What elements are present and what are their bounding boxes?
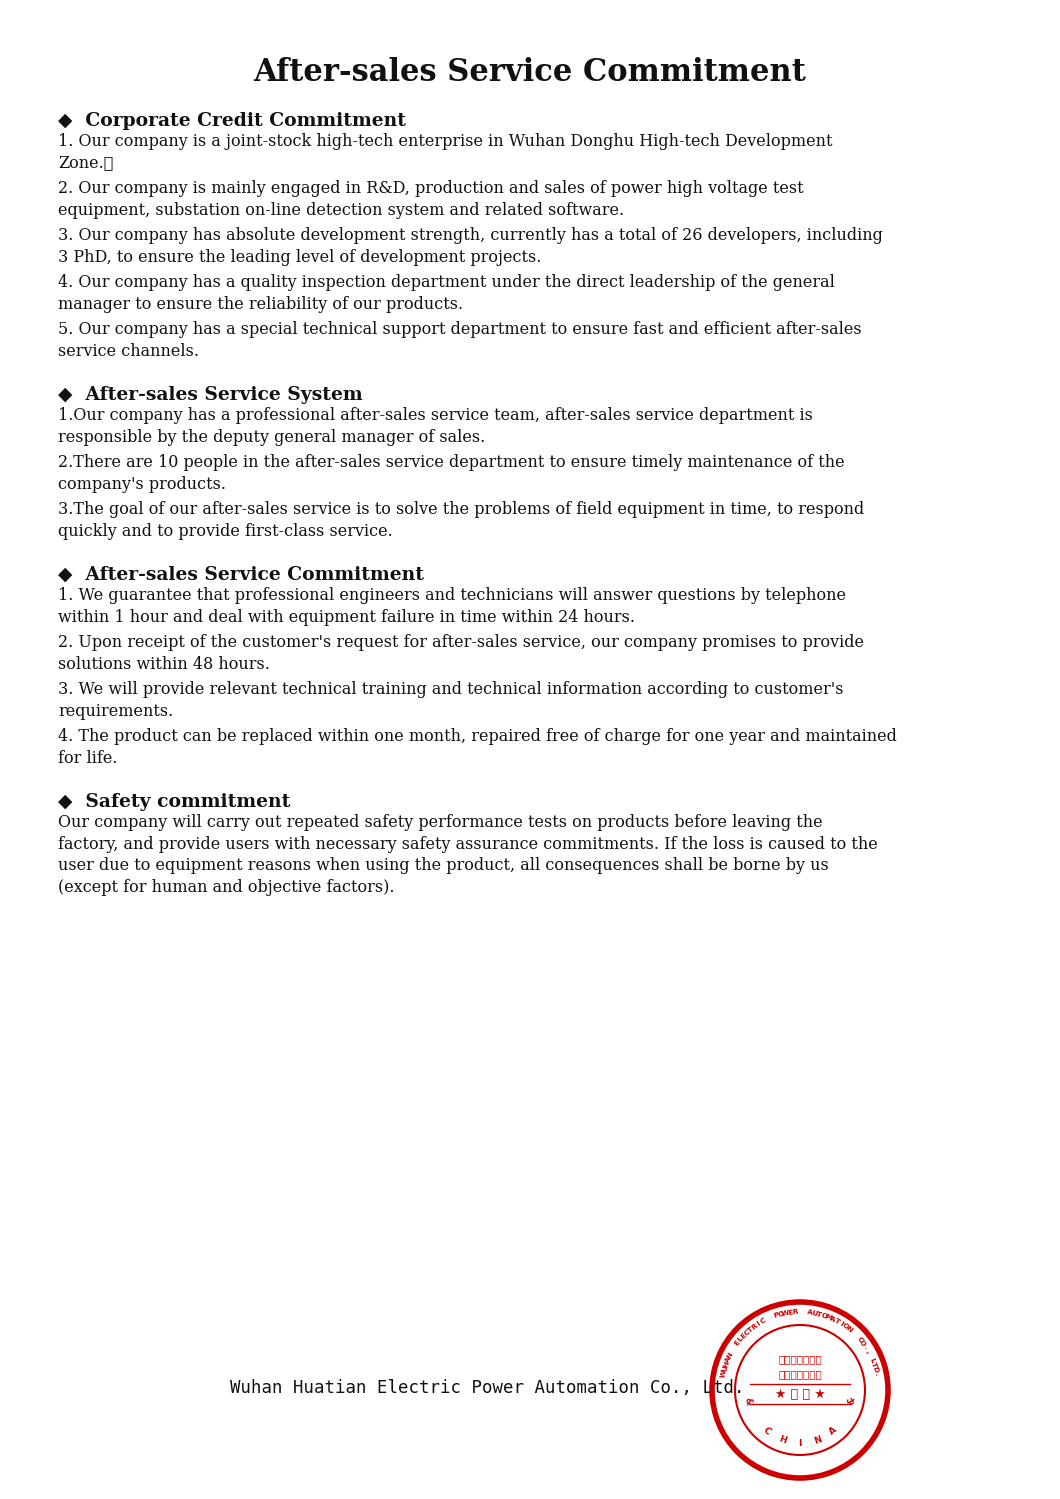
Text: Wuhan Huatian Electric Power Automation Co., Ltd.: Wuhan Huatian Electric Power Automation …	[230, 1379, 744, 1397]
Text: U: U	[721, 1366, 728, 1373]
Text: N: N	[845, 1325, 853, 1334]
Text: user due to equipment reasons when using the product, all consequences shall be : user due to equipment reasons when using…	[58, 857, 829, 874]
Text: After-sales Service Commitment: After-sales Service Commitment	[253, 57, 807, 87]
Text: company's products.: company's products.	[58, 475, 226, 493]
Text: 1.Our company has a professional after-sales service team, after-sales service d: 1.Our company has a professional after-s…	[58, 408, 813, 424]
Text: L: L	[737, 1336, 744, 1343]
Text: (except for human and objective factors).: (except for human and objective factors)…	[58, 878, 394, 895]
Text: .: .	[862, 1345, 868, 1351]
Text: solutions within 48 hours.: solutions within 48 hours.	[58, 655, 270, 673]
Text: equipment, substation on-line detection system and related software.: equipment, substation on-line detection …	[58, 201, 624, 219]
Text: &: &	[847, 1396, 858, 1406]
Text: 1. Our company is a joint-stock high-tech enterprise in Wuhan Donghu High-tech D: 1. Our company is a joint-stock high-tec…	[58, 133, 832, 150]
Text: A: A	[807, 1309, 813, 1316]
Text: O: O	[859, 1339, 867, 1348]
Text: .: .	[873, 1372, 880, 1376]
Text: factory, and provide users with necessary safety assurance commitments. If the l: factory, and provide users with necessar…	[58, 835, 878, 853]
Text: ,: ,	[865, 1349, 871, 1354]
Text: 3 PhD, to ensure the leading level of development projects.: 3 PhD, to ensure the leading level of de…	[58, 249, 542, 265]
Text: C: C	[759, 1318, 766, 1325]
Text: U: U	[811, 1310, 817, 1316]
Text: I: I	[838, 1321, 844, 1327]
Text: O: O	[777, 1310, 784, 1318]
Text: H: H	[723, 1361, 730, 1369]
Text: manager to ensure the reliability of our products.: manager to ensure the reliability of our…	[58, 295, 463, 312]
Text: H: H	[777, 1435, 788, 1445]
Text: D: D	[871, 1366, 879, 1373]
Text: W: W	[720, 1369, 727, 1378]
Text: 2. Upon receipt of the customer's request for after-sales service, our company p: 2. Upon receipt of the customer's reques…	[58, 634, 864, 651]
Text: 4. Our company has a quality inspection department under the direct leadership o: 4. Our company has a quality inspection …	[58, 274, 835, 291]
Text: ★ 中 国 ★: ★ 中 国 ★	[775, 1388, 826, 1400]
Text: 3.The goal of our after-sales service is to solve the problems of field equipmen: 3.The goal of our after-sales service is…	[58, 501, 864, 519]
Text: M: M	[824, 1313, 833, 1322]
Text: I: I	[756, 1321, 761, 1327]
Text: A: A	[724, 1357, 731, 1364]
Text: within 1 hour and deal with equipment failure in time within 24 hours.: within 1 hour and deal with equipment fa…	[58, 609, 635, 625]
Text: T: T	[747, 1325, 755, 1333]
Text: Our company will carry out repeated safety performance tests on products before : Our company will carry out repeated safe…	[58, 814, 823, 830]
Text: T: T	[870, 1361, 878, 1369]
Text: O: O	[841, 1322, 849, 1331]
Text: I: I	[798, 1439, 801, 1448]
Text: 2. Our company is mainly engaged in R&D, production and sales of power high volt: 2. Our company is mainly engaged in R&D,…	[58, 180, 803, 196]
Text: Zone.。: Zone.。	[58, 154, 113, 171]
Text: ◆  Safety commitment: ◆ Safety commitment	[58, 793, 290, 811]
Text: E: E	[740, 1333, 747, 1340]
Text: 2.There are 10 people in the after-sales service department to ensure timely mai: 2.There are 10 people in the after-sales…	[58, 454, 845, 471]
Text: 自动化有限公司: 自动化有限公司	[778, 1369, 822, 1379]
Text: E: E	[788, 1309, 793, 1316]
Text: L: L	[868, 1357, 876, 1363]
Text: 1. We guarantee that professional engineers and technicians will answer question: 1. We guarantee that professional engine…	[58, 588, 846, 604]
Text: O: O	[820, 1312, 828, 1319]
Text: N: N	[813, 1435, 823, 1445]
Text: C: C	[743, 1328, 752, 1337]
Text: C: C	[761, 1426, 772, 1436]
Text: service channels.: service channels.	[58, 342, 199, 360]
Text: C: C	[855, 1336, 864, 1343]
Text: 武汉市华天电力: 武汉市华天电力	[778, 1354, 822, 1364]
Text: W: W	[781, 1310, 790, 1318]
Text: for life.: for life.	[58, 750, 118, 766]
Text: E: E	[734, 1340, 741, 1348]
Text: 5. Our company has a special technical support department to ensure fast and eff: 5. Our company has a special technical s…	[58, 321, 862, 337]
Text: T: T	[833, 1318, 841, 1325]
Text: ◆  After-sales Service Commitment: ◆ After-sales Service Commitment	[58, 567, 424, 585]
Text: 4. The product can be replaced within one month, repaired free of charge for one: 4. The product can be replaced within on…	[58, 729, 897, 745]
Text: R: R	[792, 1309, 798, 1315]
Text: ◆  After-sales Service System: ◆ After-sales Service System	[58, 387, 363, 405]
Text: N: N	[726, 1352, 734, 1360]
Text: P: P	[773, 1312, 780, 1319]
Text: ◆  Corporate Credit Commitment: ◆ Corporate Credit Commitment	[58, 112, 406, 130]
Text: T: T	[816, 1310, 823, 1318]
Text: &: &	[743, 1396, 754, 1406]
Text: 3. Our company has absolute development strength, currently has a total of 26 de: 3. Our company has absolute development …	[58, 226, 883, 244]
Text: requirements.: requirements.	[58, 703, 173, 720]
Text: A: A	[829, 1315, 836, 1324]
Text: responsible by the deputy general manager of sales.: responsible by the deputy general manage…	[58, 429, 485, 445]
Text: A: A	[828, 1426, 838, 1438]
Text: R: R	[750, 1322, 759, 1331]
Text: 3. We will provide relevant technical training and technical information accordi: 3. We will provide relevant technical tr…	[58, 681, 844, 699]
Text: quickly and to provide first-class service.: quickly and to provide first-class servi…	[58, 523, 393, 540]
